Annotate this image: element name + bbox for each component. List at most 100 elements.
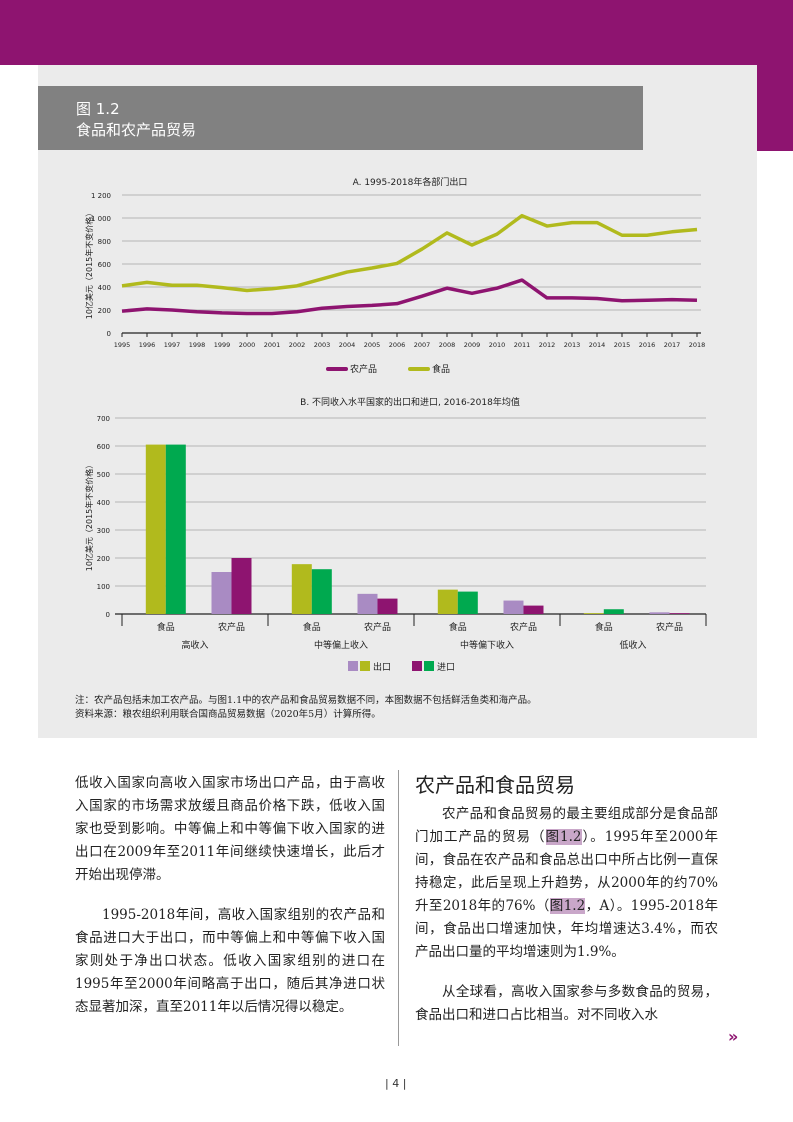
- bar-进口-食品: [603, 609, 624, 614]
- bar-出口-食品: [291, 564, 312, 614]
- header-band: [0, 0, 793, 65]
- paragraph: 从全球看，高收入国家参与多数食品的贸易，食品出口和进口占比相当。对不同收入水: [415, 984, 718, 1023]
- category-label: 农产品: [218, 621, 245, 633]
- x-tick-label: 1998: [189, 341, 206, 349]
- x-tick-label: 2007: [414, 341, 431, 349]
- x-tick-label: 2015: [614, 341, 631, 349]
- group-label: 中等偏上收入: [314, 639, 368, 651]
- header-band-right: [757, 65, 793, 151]
- y-tick-label: 0: [107, 330, 111, 338]
- bar-出口-农产品: [649, 612, 670, 614]
- x-tick-label: 2009: [464, 341, 481, 349]
- x-tick-label: 2016: [639, 341, 656, 349]
- right-column: 农产品和食品贸易 农产品和食品贸易的最主要组成部分是食品部门加工产品的贸易（图1…: [415, 774, 718, 1044]
- y-tick-label: 500: [97, 471, 110, 479]
- y-tick-label: 200: [98, 307, 111, 315]
- bar-进口-农产品: [231, 558, 252, 614]
- bar-进口-农产品: [669, 613, 690, 614]
- x-tick-label: 1997: [164, 341, 181, 349]
- bar-出口-农产品: [211, 572, 232, 614]
- legend-label: 进口: [437, 662, 455, 673]
- figure-link[interactable]: 图1.2: [545, 829, 582, 845]
- bar-进口-食品: [457, 591, 478, 614]
- figure-title: 食品和农产品贸易: [76, 121, 197, 139]
- chart-a-title: A. 1995-2018年各部门出口: [353, 176, 468, 188]
- x-tick-label: 1996: [139, 341, 156, 349]
- page-number: | 4 |: [385, 1077, 407, 1090]
- series-line-1: [121, 213, 698, 293]
- page-number-value: 4: [392, 1077, 400, 1090]
- legend-label: 农产品: [350, 363, 377, 375]
- figure-notes: 注：农产品包括未加工农产品。与图1.1中的农产品和食品贸易数据不同，本图数据不包…: [75, 694, 537, 722]
- x-tick-label: 2003: [314, 341, 331, 349]
- figure-panel: [38, 65, 757, 738]
- x-tick-label: 2018: [689, 341, 706, 349]
- category-label: 食品: [303, 621, 321, 633]
- bar-出口-农产品: [503, 600, 524, 614]
- y-tick-label: 400: [98, 284, 111, 292]
- y-axis-label: 10亿美元（2015年不变价格）: [84, 461, 94, 572]
- x-tick-label: 2005: [364, 341, 381, 349]
- x-tick-label: 2017: [664, 341, 681, 349]
- y-tick-label: 1 200: [91, 192, 111, 200]
- x-tick-label: 2010: [489, 341, 506, 349]
- bar-出口-食品: [437, 589, 458, 614]
- category-label: 农产品: [656, 621, 683, 633]
- bar-出口-农产品: [357, 593, 378, 614]
- chart-b-title: B. 不同收入水平国家的出口和进口, 2016-2018年均值: [300, 396, 520, 408]
- group-label: 高收入: [181, 639, 208, 651]
- legend-swatch: [348, 661, 358, 671]
- paragraph: 1995-2018年间，高收入国家组别的农产品和食品进口大于出口，而中等偏上和中…: [75, 907, 385, 1015]
- x-tick-label: 2013: [564, 341, 581, 349]
- y-tick-label: 400: [97, 499, 110, 507]
- bar-出口-食品: [145, 444, 166, 614]
- bar-进口-农产品: [523, 605, 544, 614]
- x-tick-label: 2002: [289, 341, 306, 349]
- x-tick-label: 2014: [589, 341, 606, 349]
- legend-swatch: [360, 661, 370, 671]
- y-tick-label: 100: [97, 583, 110, 591]
- x-tick-label: 2006: [389, 341, 406, 349]
- x-tick-label: 2011: [514, 341, 531, 349]
- y-tick-label: 0: [106, 611, 110, 619]
- x-tick-label: 2012: [539, 341, 556, 349]
- y-tick-label: 700: [97, 415, 110, 423]
- group-label: 中等偏下收入: [460, 639, 514, 651]
- figure-number: 图 1.2: [76, 100, 120, 118]
- y-tick-label: 600: [97, 443, 110, 451]
- bar-进口-食品: [165, 444, 186, 614]
- text: ，A）。1995-2018年间，食品出口增速加快，年均增速达3.4%，而农产品出…: [415, 898, 718, 960]
- y-tick-label: 600: [98, 261, 111, 269]
- bar-进口-农产品: [377, 598, 398, 614]
- y-tick-label: 200: [97, 555, 110, 563]
- left-column: 低收入国家向高收入国家市场出口产品，由于高收入国家的市场需求放缓且商品价格下跌，…: [75, 772, 385, 1036]
- x-tick-label: 2004: [339, 341, 356, 349]
- figure-title-box: 图 1.2 食品和农产品贸易: [38, 86, 643, 150]
- section-heading: 农产品和食品贸易: [415, 773, 575, 797]
- x-tick-label: 1995: [114, 341, 131, 349]
- category-label: 农产品: [364, 621, 391, 633]
- continue-arrow-icon: »: [728, 1027, 739, 1046]
- paragraph: 低收入国家向高收入国家市场出口产品，由于高收入国家的市场需求放缓且商品价格下跌，…: [75, 775, 385, 883]
- text: 农产品和食品贸易的最主要组成部分是食品部门加工产品的贸易（: [415, 806, 718, 845]
- y-tick-label: 300: [97, 527, 110, 535]
- legend-swatch: [412, 661, 422, 671]
- paragraph: 农产品和食品贸易的最主要组成部分是食品部门加工产品的贸易（图1.2）。1995年…: [415, 803, 718, 964]
- legend-label: 食品: [432, 363, 450, 375]
- y-tick-label: 800: [98, 238, 111, 246]
- x-tick-label: 2008: [439, 341, 456, 349]
- category-label: 食品: [449, 621, 467, 633]
- category-label: 食品: [595, 621, 613, 633]
- source-text: 资料来源：粮农组织利用联合国商品贸易数据（2020年5月）计算所得。: [75, 709, 381, 720]
- figure-link[interactable]: 图1.2: [549, 898, 586, 914]
- bar-出口-食品: [583, 613, 604, 614]
- x-tick-label: 2000: [239, 341, 256, 349]
- x-tick-label: 1999: [214, 341, 231, 349]
- note-text: 注：农产品包括未加工农产品。与图1.1中的农产品和食品贸易数据不同，本图数据不包…: [75, 695, 537, 706]
- y-tick-label: 1 000: [91, 215, 111, 223]
- group-label: 低收入: [619, 639, 646, 651]
- category-label: 农产品: [510, 621, 537, 633]
- column-divider: [398, 770, 399, 1046]
- category-label: 食品: [157, 621, 175, 633]
- text: ）。1995年至2000年间，食品在农产品和食品总出口中所占比例一直保持稳定，此…: [415, 829, 718, 914]
